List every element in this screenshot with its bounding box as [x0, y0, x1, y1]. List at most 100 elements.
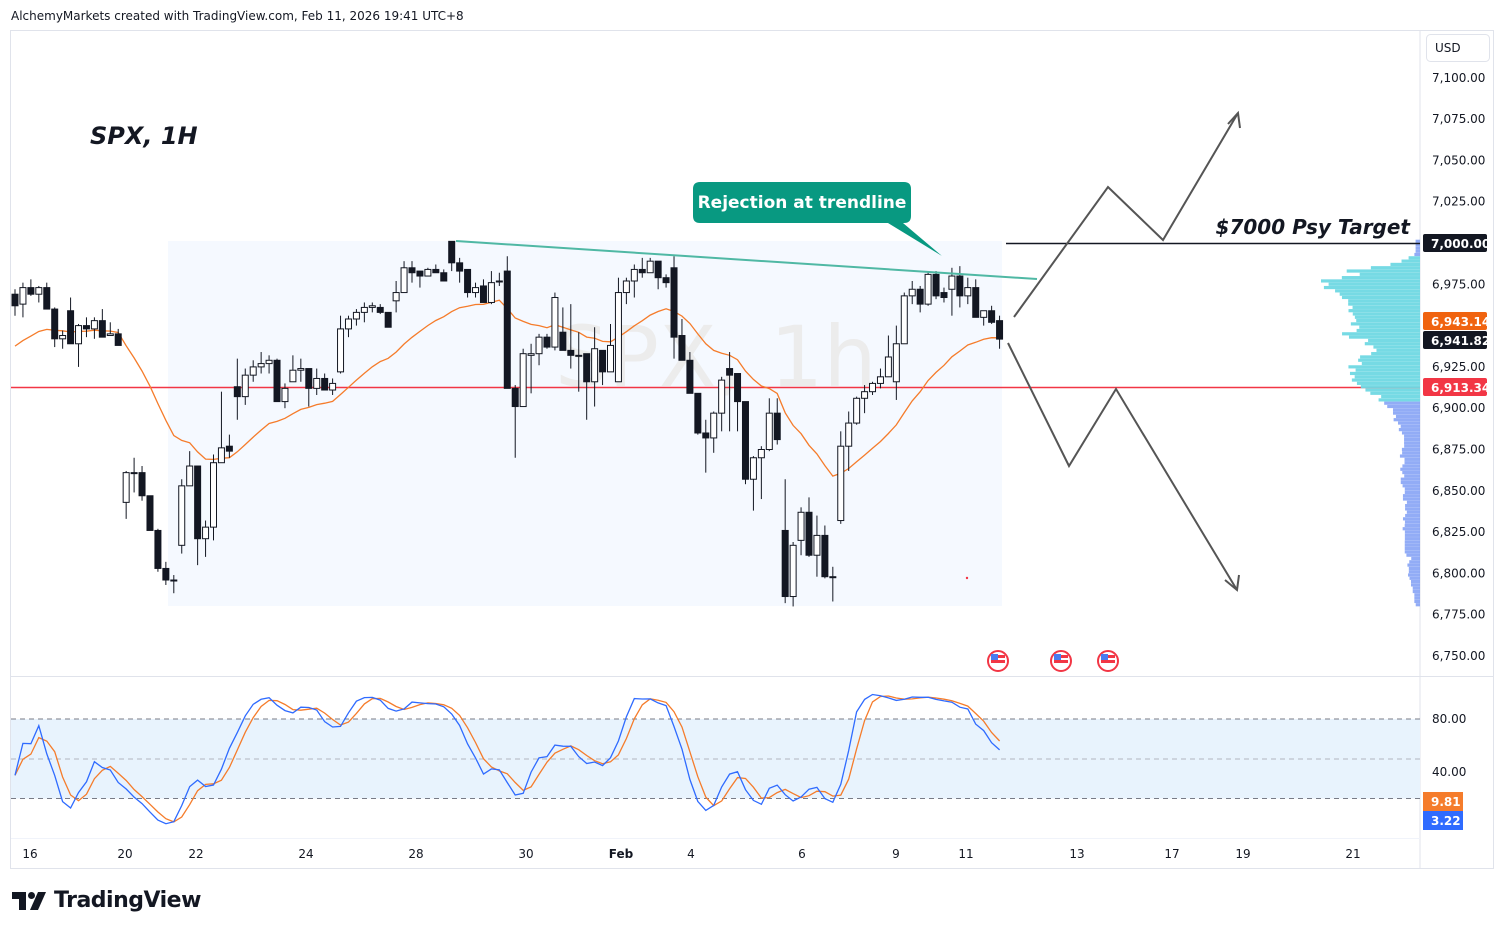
symbol-label[interactable]: SPX, 1H: [90, 122, 198, 150]
candle: [821, 525, 829, 579]
volume-profile-bar: [1414, 596, 1420, 600]
bullish-path[interactable]: [1013, 112, 1239, 318]
candle: [329, 378, 337, 395]
candle: [940, 287, 948, 303]
candle: [146, 495, 154, 531]
candle: [678, 318, 686, 361]
volume-profile-bar: [1415, 239, 1420, 243]
candle: [805, 497, 813, 557]
price-tick: 6,800.00: [1432, 566, 1485, 580]
candle: [773, 398, 781, 445]
candle: [988, 305, 996, 324]
candle-body: [805, 511, 813, 556]
volume-profile-bar: [1404, 533, 1420, 537]
volume-profile-bar: [1405, 504, 1420, 508]
candle-body: [257, 363, 265, 368]
us-event-flag-icon[interactable]: [1097, 650, 1119, 672]
candle-body: [813, 534, 821, 556]
us-event-flag-icon[interactable]: [987, 650, 1009, 672]
volume-profile-bar: [1404, 434, 1420, 438]
volume-profile-bar: [1387, 404, 1420, 409]
candle: [543, 333, 551, 349]
volume-profile-bar: [1342, 332, 1420, 336]
volume-profile-bar: [1360, 355, 1420, 359]
candle-body: [344, 318, 352, 330]
volume-profile-bar: [1404, 523, 1420, 528]
range-box[interactable]: [168, 241, 1002, 606]
candle: [559, 307, 567, 351]
candle-body: [559, 331, 567, 351]
stoch-tick-80: 80.00: [1432, 712, 1466, 726]
volume-profile-bar: [1365, 388, 1420, 392]
candle-body: [765, 412, 773, 451]
volume-profile-bar: [1402, 451, 1420, 455]
time-axis[interactable]: 16 20 22 24 28 30 Feb 4 6 9 11 13 17 19 21: [22, 847, 1360, 861]
candle: [59, 330, 67, 349]
candle: [980, 310, 988, 326]
stoch-tick-40: 40.00: [1432, 765, 1466, 779]
candle-body: [702, 432, 710, 439]
candle: [591, 327, 599, 407]
volume-profile-bar: [1404, 490, 1420, 494]
candle: [551, 292, 559, 351]
candle: [122, 470, 130, 519]
candle-body: [686, 359, 694, 394]
candle-body: [194, 465, 202, 540]
candle: [622, 277, 630, 305]
candle-body: [122, 472, 130, 503]
volume-profile-bar: [1402, 494, 1420, 498]
flag-canton: [1054, 654, 1061, 660]
flag-stripe: [991, 660, 1005, 663]
candle-body: [202, 526, 210, 540]
volume-profile-bar: [1415, 603, 1420, 607]
volume-profile-bar: [1415, 243, 1420, 247]
scenario-arrows[interactable]: [1007, 110, 1241, 592]
volume-profile-bar: [1402, 484, 1420, 488]
date-tick: 13: [1069, 847, 1084, 861]
candle: [575, 332, 583, 392]
us-event-flag-icon[interactable]: [1050, 650, 1072, 672]
candle-body: [82, 325, 90, 330]
price-axis[interactable]: 7,100.00 7,075.00 7,050.00 7,025.00 6,975.00…: [1432, 71, 1485, 663]
flag-stripe: [1054, 660, 1068, 663]
volume-profile-bar: [1393, 418, 1420, 422]
stoch-k-line[interactable]: [14, 693, 1001, 825]
volume-profile-bar: [1323, 285, 1420, 290]
bearish-arrowhead-icon: [1224, 574, 1240, 592]
candle-body: [591, 348, 599, 383]
candle: [924, 271, 932, 306]
candle-body: [861, 391, 869, 399]
candle: [75, 323, 83, 367]
candle: [710, 411, 718, 453]
candle: [495, 272, 503, 286]
bearish-path[interactable]: [1007, 342, 1238, 591]
candle: [400, 261, 408, 294]
candle: [797, 507, 805, 556]
callout-rejection[interactable]: Rejection at trendline: [693, 182, 942, 256]
candle: [368, 302, 376, 313]
candle: [154, 528, 162, 572]
candle: [265, 355, 273, 374]
candle-body: [440, 272, 448, 282]
volume-profile-bar: [1415, 246, 1420, 250]
trendline[interactable]: [455, 240, 1038, 280]
candle: [233, 358, 241, 420]
price-tick: 6,850.00: [1432, 484, 1485, 498]
volume-profile-bar: [1321, 279, 1420, 283]
candle: [813, 515, 821, 577]
candle: [765, 398, 773, 452]
price-tick: 6,975.00: [1432, 277, 1485, 291]
candle-body: [638, 268, 646, 274]
candle: [194, 465, 202, 566]
candle: [67, 297, 75, 345]
candle: [964, 277, 972, 305]
tradingview-logo[interactable]: TradingView: [12, 888, 201, 913]
candle: [273, 358, 281, 403]
candle-body: [980, 310, 988, 318]
candle-body: [170, 579, 178, 582]
candle-body: [630, 268, 638, 282]
economic-events[interactable]: [987, 650, 1119, 672]
target-label[interactable]: $7000 Psy Target: [1216, 215, 1412, 239]
usd-button[interactable]: USD: [1426, 34, 1490, 62]
